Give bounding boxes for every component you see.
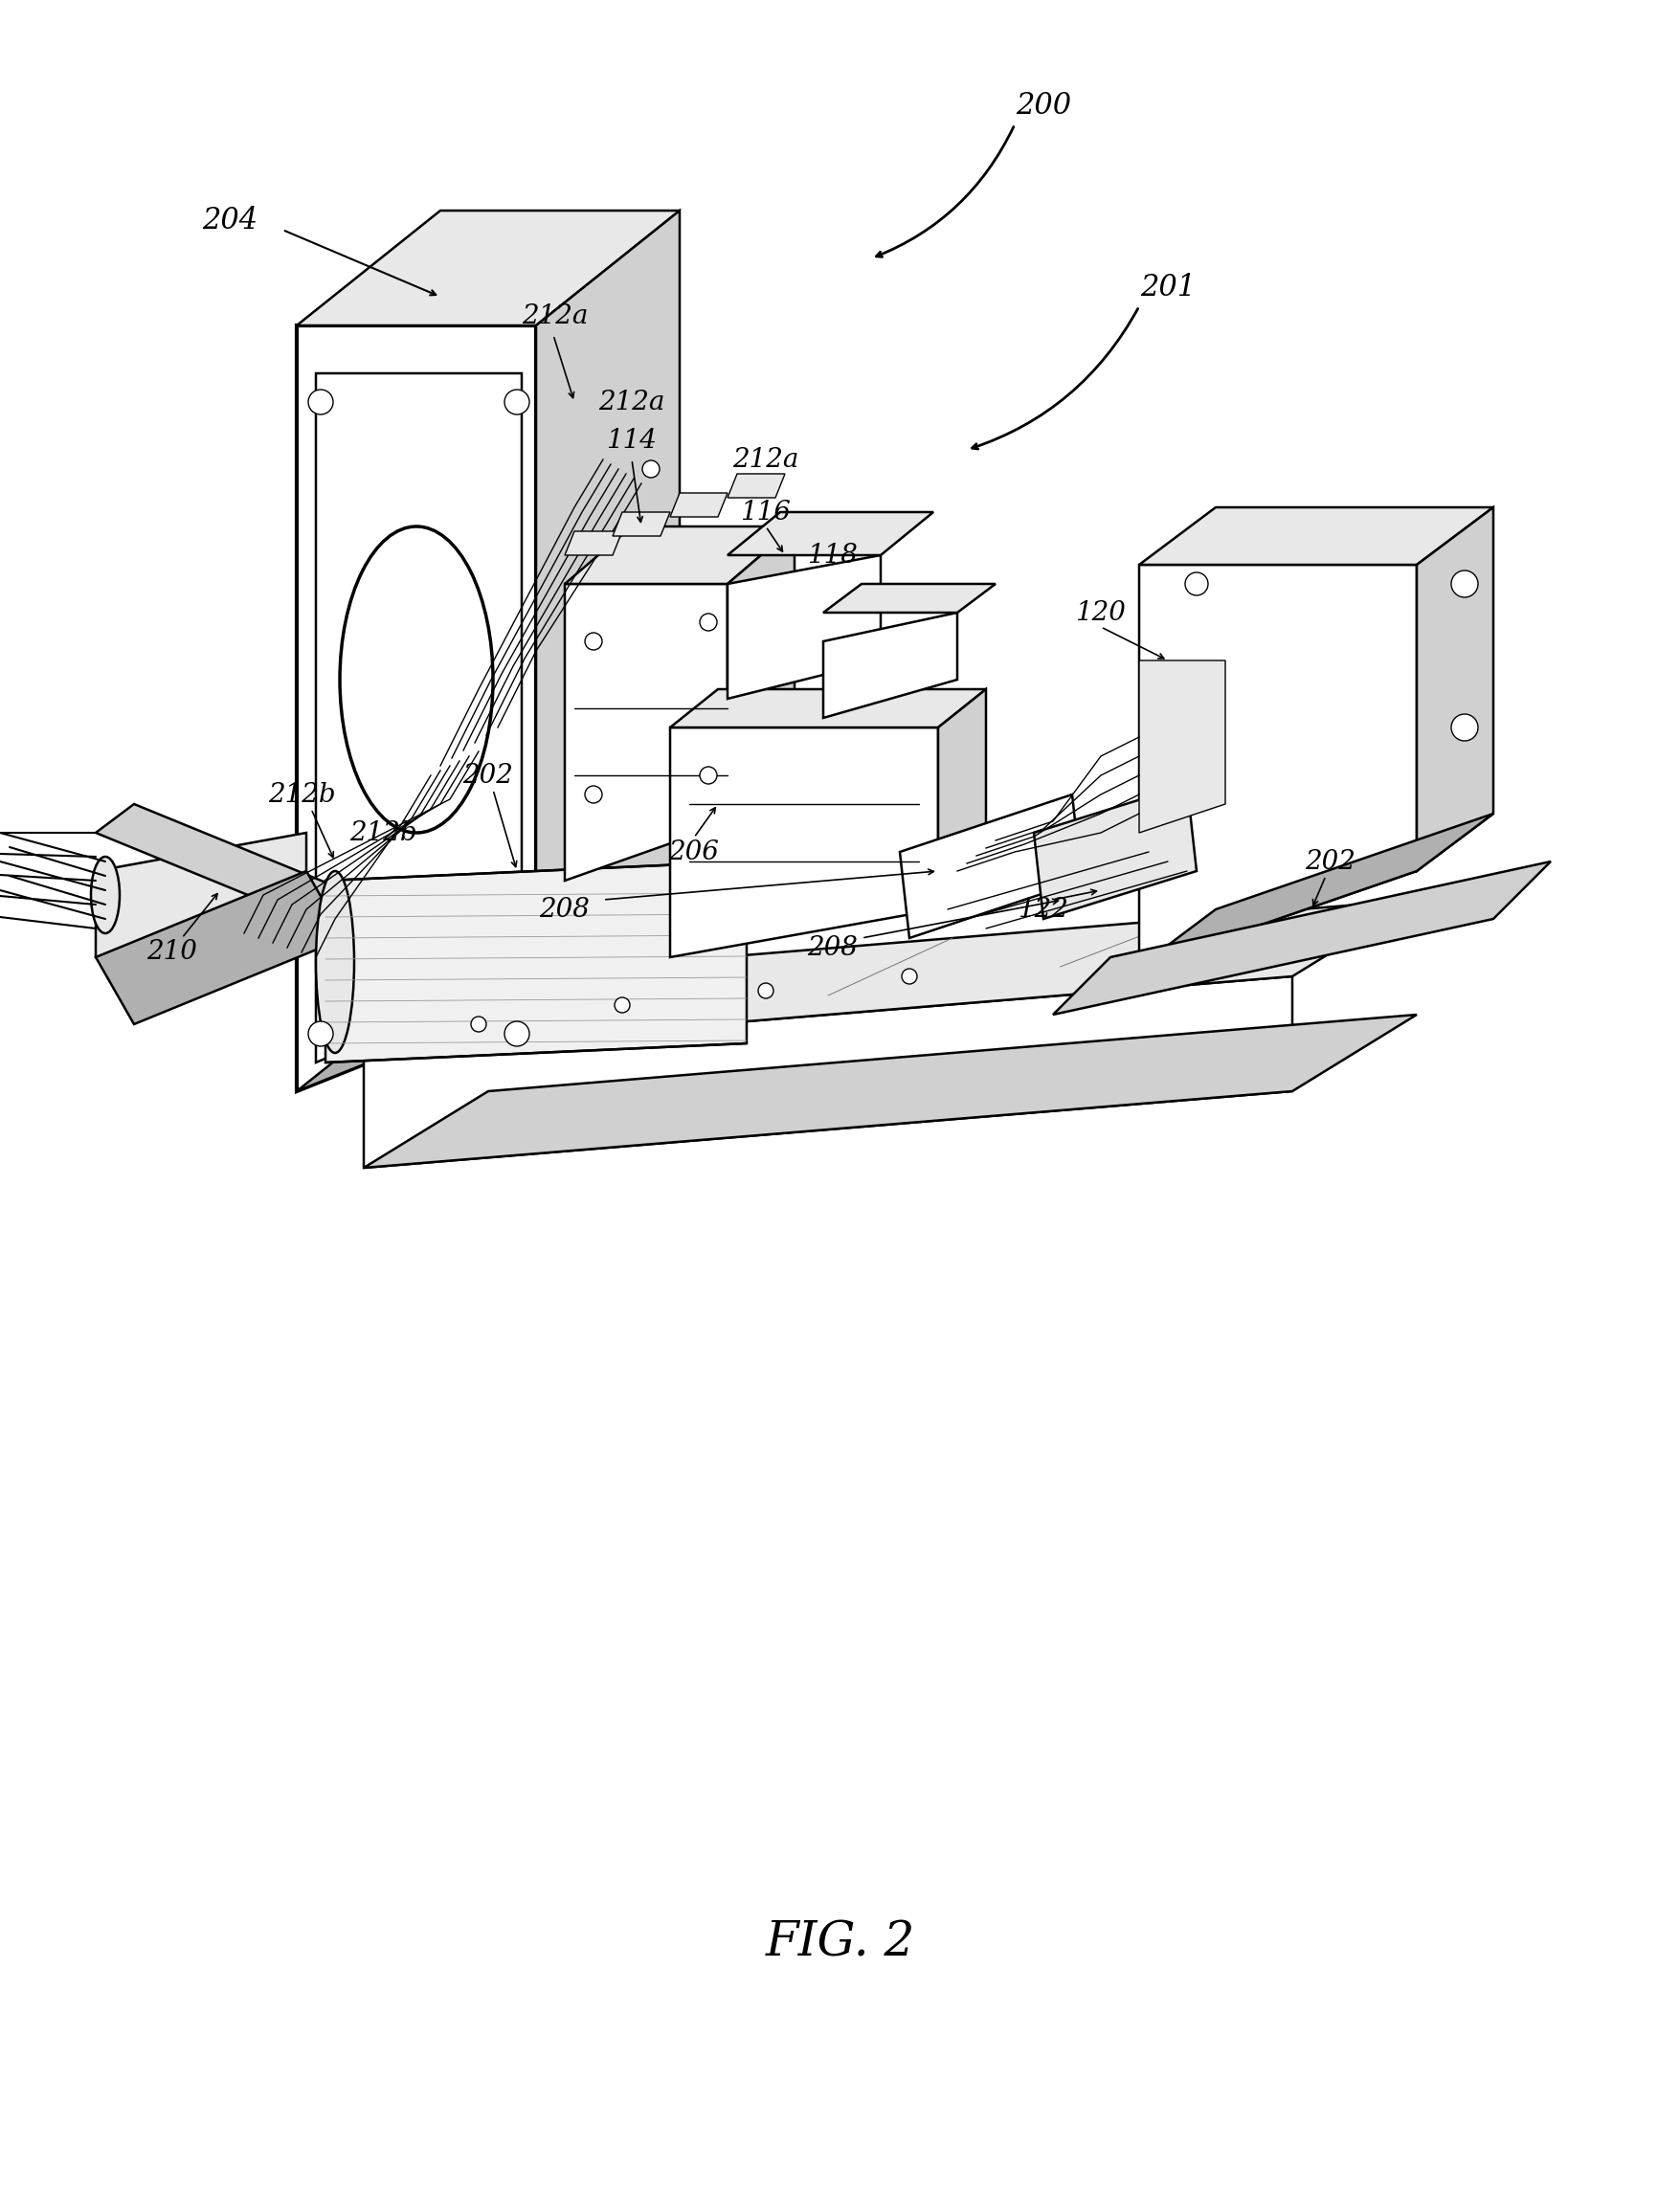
Text: 208: 208 [539,897,590,923]
Text: 208: 208 [806,934,857,960]
Polygon shape [670,728,937,958]
Polygon shape [1033,785,1196,918]
Text: FIG. 2: FIG. 2 [764,1920,916,1966]
Polygon shape [96,804,344,918]
Text: 210: 210 [146,940,198,964]
Polygon shape [1139,660,1225,833]
Text: 204: 204 [202,206,257,235]
Polygon shape [1139,566,1416,967]
Circle shape [758,982,773,997]
Text: 212a: 212a [598,390,665,414]
Text: 120: 120 [1075,601,1126,625]
Text: 202: 202 [1305,848,1356,875]
Polygon shape [297,324,536,1092]
Polygon shape [823,612,956,719]
Polygon shape [363,975,1292,1168]
Polygon shape [727,473,785,498]
Circle shape [307,1021,333,1046]
Polygon shape [1139,506,1492,566]
Text: 122: 122 [1018,897,1068,923]
Polygon shape [316,373,521,1063]
Circle shape [1450,715,1477,741]
Polygon shape [937,688,986,910]
Polygon shape [670,493,727,517]
Polygon shape [297,210,679,324]
Text: 202: 202 [462,763,512,789]
Polygon shape [536,210,679,995]
Text: 201: 201 [1139,272,1194,302]
Text: 200: 200 [1015,90,1070,121]
Polygon shape [326,861,746,1063]
Polygon shape [363,1015,1416,1168]
Circle shape [615,997,630,1013]
Polygon shape [96,870,344,1024]
Ellipse shape [316,870,354,1052]
Polygon shape [1052,861,1551,1015]
Circle shape [900,969,917,984]
Text: 212a: 212a [522,302,588,329]
Polygon shape [1416,506,1492,870]
Circle shape [1184,572,1208,596]
Text: 118: 118 [806,541,857,568]
Polygon shape [564,583,727,881]
Polygon shape [727,555,880,699]
Polygon shape [297,881,679,1092]
Polygon shape [612,513,670,537]
Text: 212b: 212b [349,820,417,846]
Polygon shape [564,530,622,555]
Circle shape [699,614,717,631]
Circle shape [504,390,529,414]
Text: 116: 116 [741,500,791,526]
Circle shape [504,1021,529,1046]
Text: 206: 206 [669,840,719,866]
Polygon shape [670,688,986,728]
Circle shape [585,633,601,651]
Polygon shape [96,833,306,958]
Circle shape [699,767,717,785]
Text: 212b: 212b [267,783,334,807]
Circle shape [585,787,601,802]
Circle shape [642,651,659,669]
Polygon shape [899,794,1082,938]
Circle shape [642,824,659,842]
Circle shape [307,390,333,414]
Polygon shape [564,526,795,583]
Polygon shape [1139,813,1492,967]
Polygon shape [727,513,932,555]
Circle shape [470,1017,486,1032]
Text: 212a: 212a [732,447,798,473]
Circle shape [642,460,659,478]
Circle shape [1450,570,1477,596]
Ellipse shape [339,526,492,833]
Polygon shape [823,583,995,612]
Polygon shape [727,526,795,824]
Ellipse shape [91,857,119,934]
Polygon shape [363,899,1416,1052]
Text: 114: 114 [606,427,657,454]
